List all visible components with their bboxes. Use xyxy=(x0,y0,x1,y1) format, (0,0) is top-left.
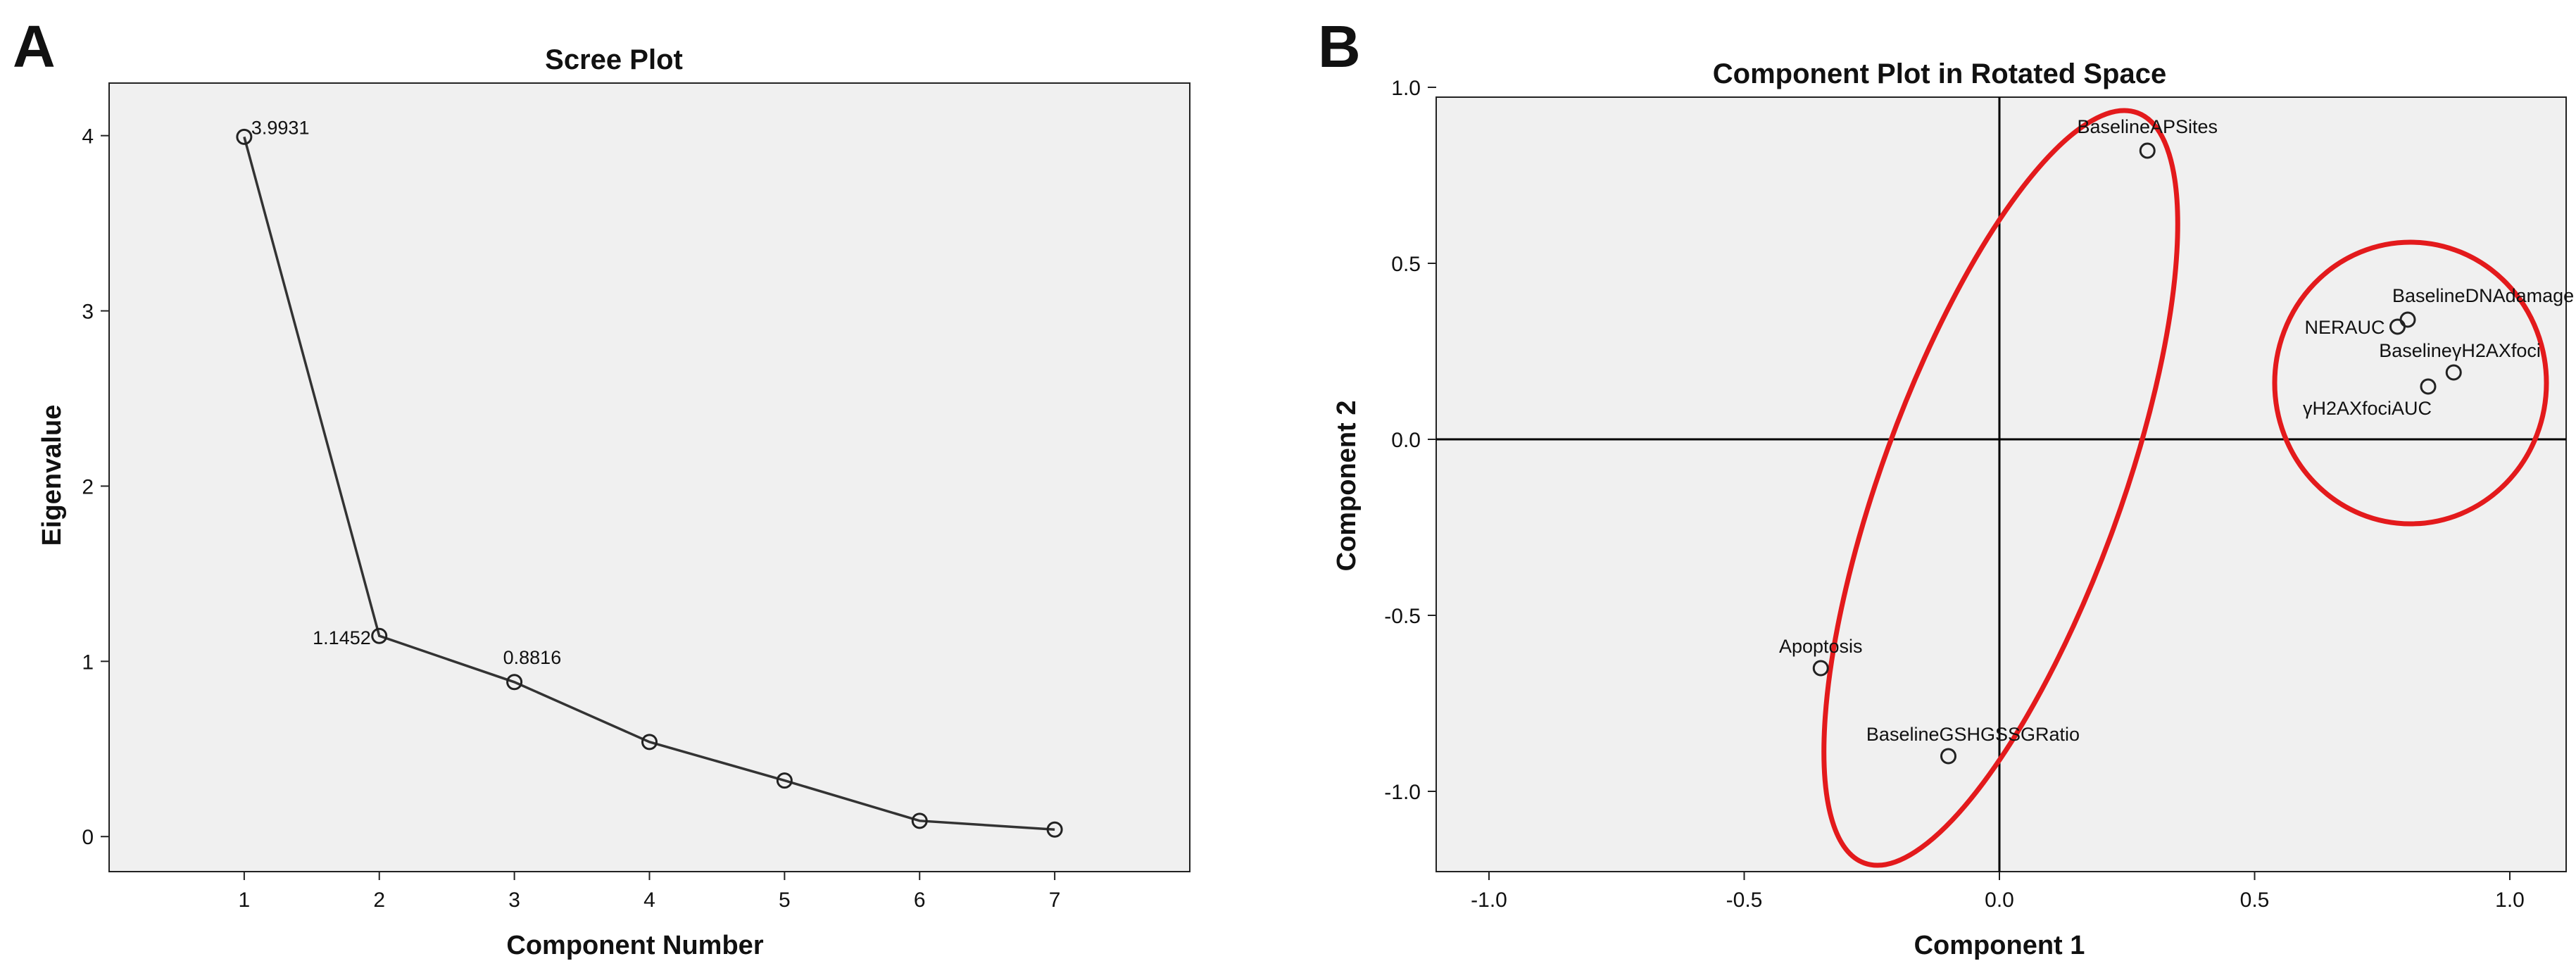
scree-x-tick-label: 1 xyxy=(239,889,251,912)
component-x-tick-label: 0.5 xyxy=(2240,889,2270,912)
scree-point xyxy=(911,812,928,829)
scree-x-tick-label: 4 xyxy=(643,889,655,912)
component-plot-area xyxy=(1435,96,2567,872)
panel-b-letter: B xyxy=(1318,13,1361,80)
scree-title: Scree Plot xyxy=(545,44,683,75)
component-x-tick-label: 0.0 xyxy=(1985,889,2014,912)
component-x-tick-label: -1.0 xyxy=(1471,889,1507,912)
scree-x-axis-title: Component Number xyxy=(506,931,763,960)
component-point-label: Apoptosis xyxy=(1779,636,1863,657)
scree-point xyxy=(236,128,253,145)
component-y-tick-label: 0.0 xyxy=(1391,429,1421,452)
component-point-label: NERAUC xyxy=(2304,317,2385,338)
scree-x-tick-label: 2 xyxy=(373,889,385,912)
scree-x-tick-label: 7 xyxy=(1049,889,1061,912)
scree-y-tick-label: 0 xyxy=(82,826,94,849)
component-x-axis-title: Component 1 xyxy=(1914,931,2085,960)
component-point xyxy=(2445,364,2462,381)
scree-x-tick-label: 5 xyxy=(779,889,791,912)
component-point-label: BaselineDNAdamage xyxy=(2392,285,2574,306)
component-y-axis-title: Component 2 xyxy=(1332,401,1362,572)
scree-x-tick-label: 6 xyxy=(914,889,926,912)
scree-y-tick-label: 4 xyxy=(82,125,94,149)
component-point-label: BaselineAPSites xyxy=(2077,116,2218,137)
component-y-tick-label: -1.0 xyxy=(1384,781,1421,804)
scree-plot-area xyxy=(108,82,1190,872)
component-y-tick-label: 0.5 xyxy=(1391,253,1421,276)
component-x-tick-label: -0.5 xyxy=(1726,889,1763,912)
component-x-tick-label: 1.0 xyxy=(2495,889,2525,912)
component-point xyxy=(1940,748,1956,765)
component-point-label: BaselineγH2AXfoci xyxy=(2379,340,2541,361)
component-title: Component Plot in Rotated Space xyxy=(1713,58,2166,89)
scree-y-tick-label: 3 xyxy=(82,301,94,324)
red-ellipse-annotation xyxy=(1821,108,2180,868)
scree-x-tick-label: 3 xyxy=(508,889,520,912)
scree-point xyxy=(1046,821,1063,838)
component-y-tick-label: 1.0 xyxy=(1391,77,1421,100)
scree-point xyxy=(506,674,523,691)
component-point-label: BaselineGSHGSSGRatio xyxy=(1866,724,2080,745)
scree-point xyxy=(371,627,388,644)
component-point-label: γH2AXfociAUC xyxy=(2303,398,2432,419)
scree-point xyxy=(776,772,793,789)
scree-data-label: 1.1452 xyxy=(313,627,371,648)
scree-point xyxy=(641,734,658,751)
component-point xyxy=(1812,660,1829,677)
component-point xyxy=(2139,142,2156,159)
red-circle-annotation xyxy=(2272,239,2549,527)
scree-y-tick-label: 1 xyxy=(82,651,94,674)
scree-data-label: 0.8816 xyxy=(503,647,562,668)
component-point xyxy=(2420,378,2437,395)
scree-y-tick-label: 2 xyxy=(82,475,94,498)
component-y-tick-label: -0.5 xyxy=(1384,605,1421,628)
panel-a-letter: A xyxy=(13,13,56,80)
scree-data-label: 3.9931 xyxy=(251,117,310,138)
scree-y-axis-title: Eigenvalue xyxy=(37,405,67,546)
component-point xyxy=(2389,318,2406,335)
scree-series-line xyxy=(243,136,1055,831)
